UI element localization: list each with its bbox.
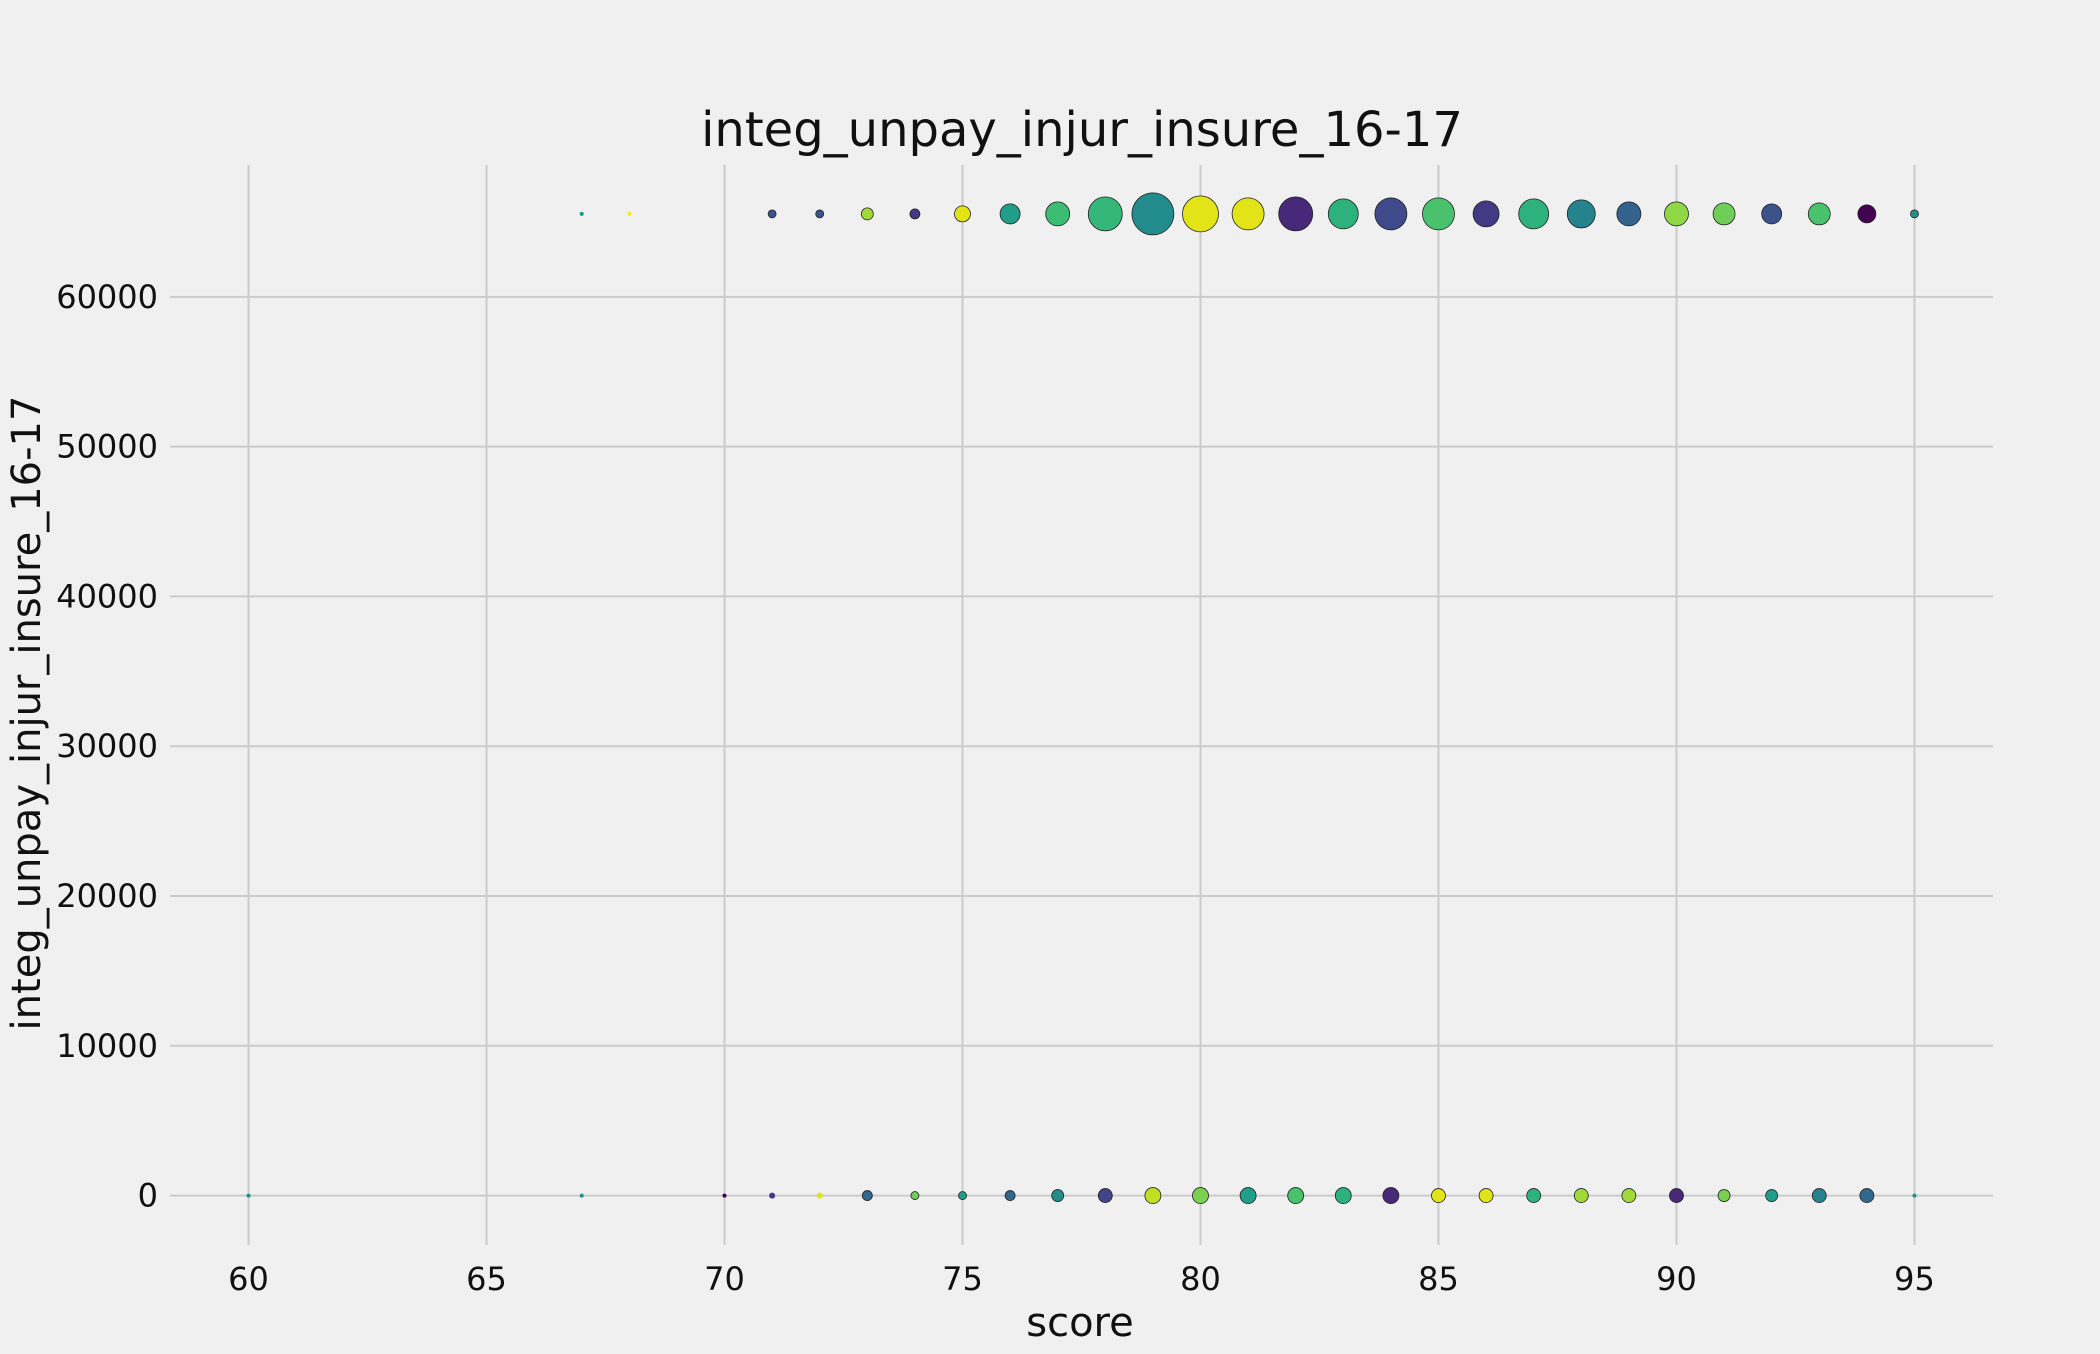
y-tick-label: 40000: [56, 577, 158, 615]
scatter-point: [954, 205, 971, 223]
scatter-point: [1621, 1188, 1637, 1203]
scatter-point: [1431, 1188, 1446, 1203]
scatter-point: [1182, 195, 1219, 233]
scatter-point: [1131, 192, 1175, 236]
scatter-point: [816, 1192, 823, 1199]
scatter-point: [1616, 201, 1642, 227]
scatter-point: [1566, 199, 1596, 229]
y-tick-label: 20000: [56, 877, 158, 915]
scatter-point: [1526, 1188, 1542, 1203]
scatter-point: [579, 211, 584, 216]
scatter-point: [815, 209, 825, 219]
x-tick-label: 80: [1180, 1260, 1221, 1298]
scatter-point: [1374, 197, 1408, 231]
scatter-point: [1859, 1188, 1875, 1203]
scatter-point: [769, 1192, 776, 1199]
y-tick-label: 0: [138, 1177, 158, 1215]
scatter-point: [1192, 1187, 1209, 1204]
scatter-point: [627, 211, 632, 216]
y-tick-label: 60000: [56, 278, 158, 316]
scatter-point: [1004, 1190, 1016, 1201]
scatter-point: [246, 1193, 251, 1198]
y-tick-label: 50000: [56, 428, 158, 466]
scatter-point: [1573, 1188, 1589, 1203]
x-tick-label: 60: [228, 1260, 269, 1298]
scatter-point: [1278, 196, 1314, 232]
grid-lines: [170, 165, 1993, 1245]
scatter-point: [1231, 197, 1265, 231]
x-tick-label: 65: [466, 1260, 507, 1298]
scatter-point: [1327, 198, 1359, 230]
scatter-point: [1472, 200, 1500, 228]
scatter-point: [1912, 1193, 1917, 1198]
scatter-point: [1144, 1187, 1162, 1204]
x-axis-label: score: [1026, 1300, 1133, 1346]
scatter-point: [1382, 1187, 1400, 1204]
scatter-point: [1712, 202, 1736, 226]
scatter-point: [767, 209, 777, 219]
scatter-point: [1518, 198, 1550, 230]
x-tick-label: 75: [942, 1260, 983, 1298]
scatter-point: [1910, 209, 1919, 219]
scatter-point: [1045, 201, 1071, 227]
scatter-point: [909, 208, 921, 220]
y-axis-label: integ_unpay_injur_insure_16-17: [4, 396, 50, 1031]
x-tick-label: 85: [1418, 1260, 1459, 1298]
scatter-point: [1669, 1188, 1684, 1203]
x-tick-label: 90: [1656, 1260, 1697, 1298]
data-points: [246, 192, 1919, 1204]
scatter-point: [1287, 1187, 1305, 1204]
scatter-point: [860, 207, 874, 221]
x-tick-label: 70: [704, 1260, 745, 1298]
scatter-point: [1087, 196, 1123, 232]
scatter-point: [1717, 1189, 1731, 1202]
y-tick-label: 30000: [56, 727, 158, 765]
chart-title: integ_unpay_injur_insure_16-17: [701, 102, 1463, 158]
scatter-point: [910, 1191, 920, 1200]
scatter-point: [1334, 1187, 1352, 1204]
scatter-point: [861, 1190, 873, 1201]
scatter-point: [579, 1193, 584, 1198]
scatter-point: [1761, 203, 1783, 225]
scatter-point: [1478, 1188, 1494, 1203]
scatter-point: [1239, 1187, 1257, 1204]
scatter-point: [958, 1191, 967, 1200]
scatter-point: [722, 1193, 727, 1198]
scatter-point: [1097, 1188, 1113, 1203]
scatter-point: [1807, 202, 1831, 226]
y-tick-label: 10000: [56, 1027, 158, 1065]
scatter-point: [1664, 201, 1689, 227]
tick-labels: 60 65 70 75 80 85 90 95 0 10000 20000 30000 40000 500…: [56, 278, 1935, 1298]
scatter-point: [1051, 1189, 1065, 1202]
scatter-point: [999, 203, 1021, 225]
x-tick-label: 95: [1894, 1260, 1935, 1298]
scatter-point: [1857, 204, 1877, 224]
scatter-point: [1811, 1188, 1827, 1203]
scatter-point: [1765, 1189, 1779, 1202]
scatter-point: [1422, 197, 1455, 231]
